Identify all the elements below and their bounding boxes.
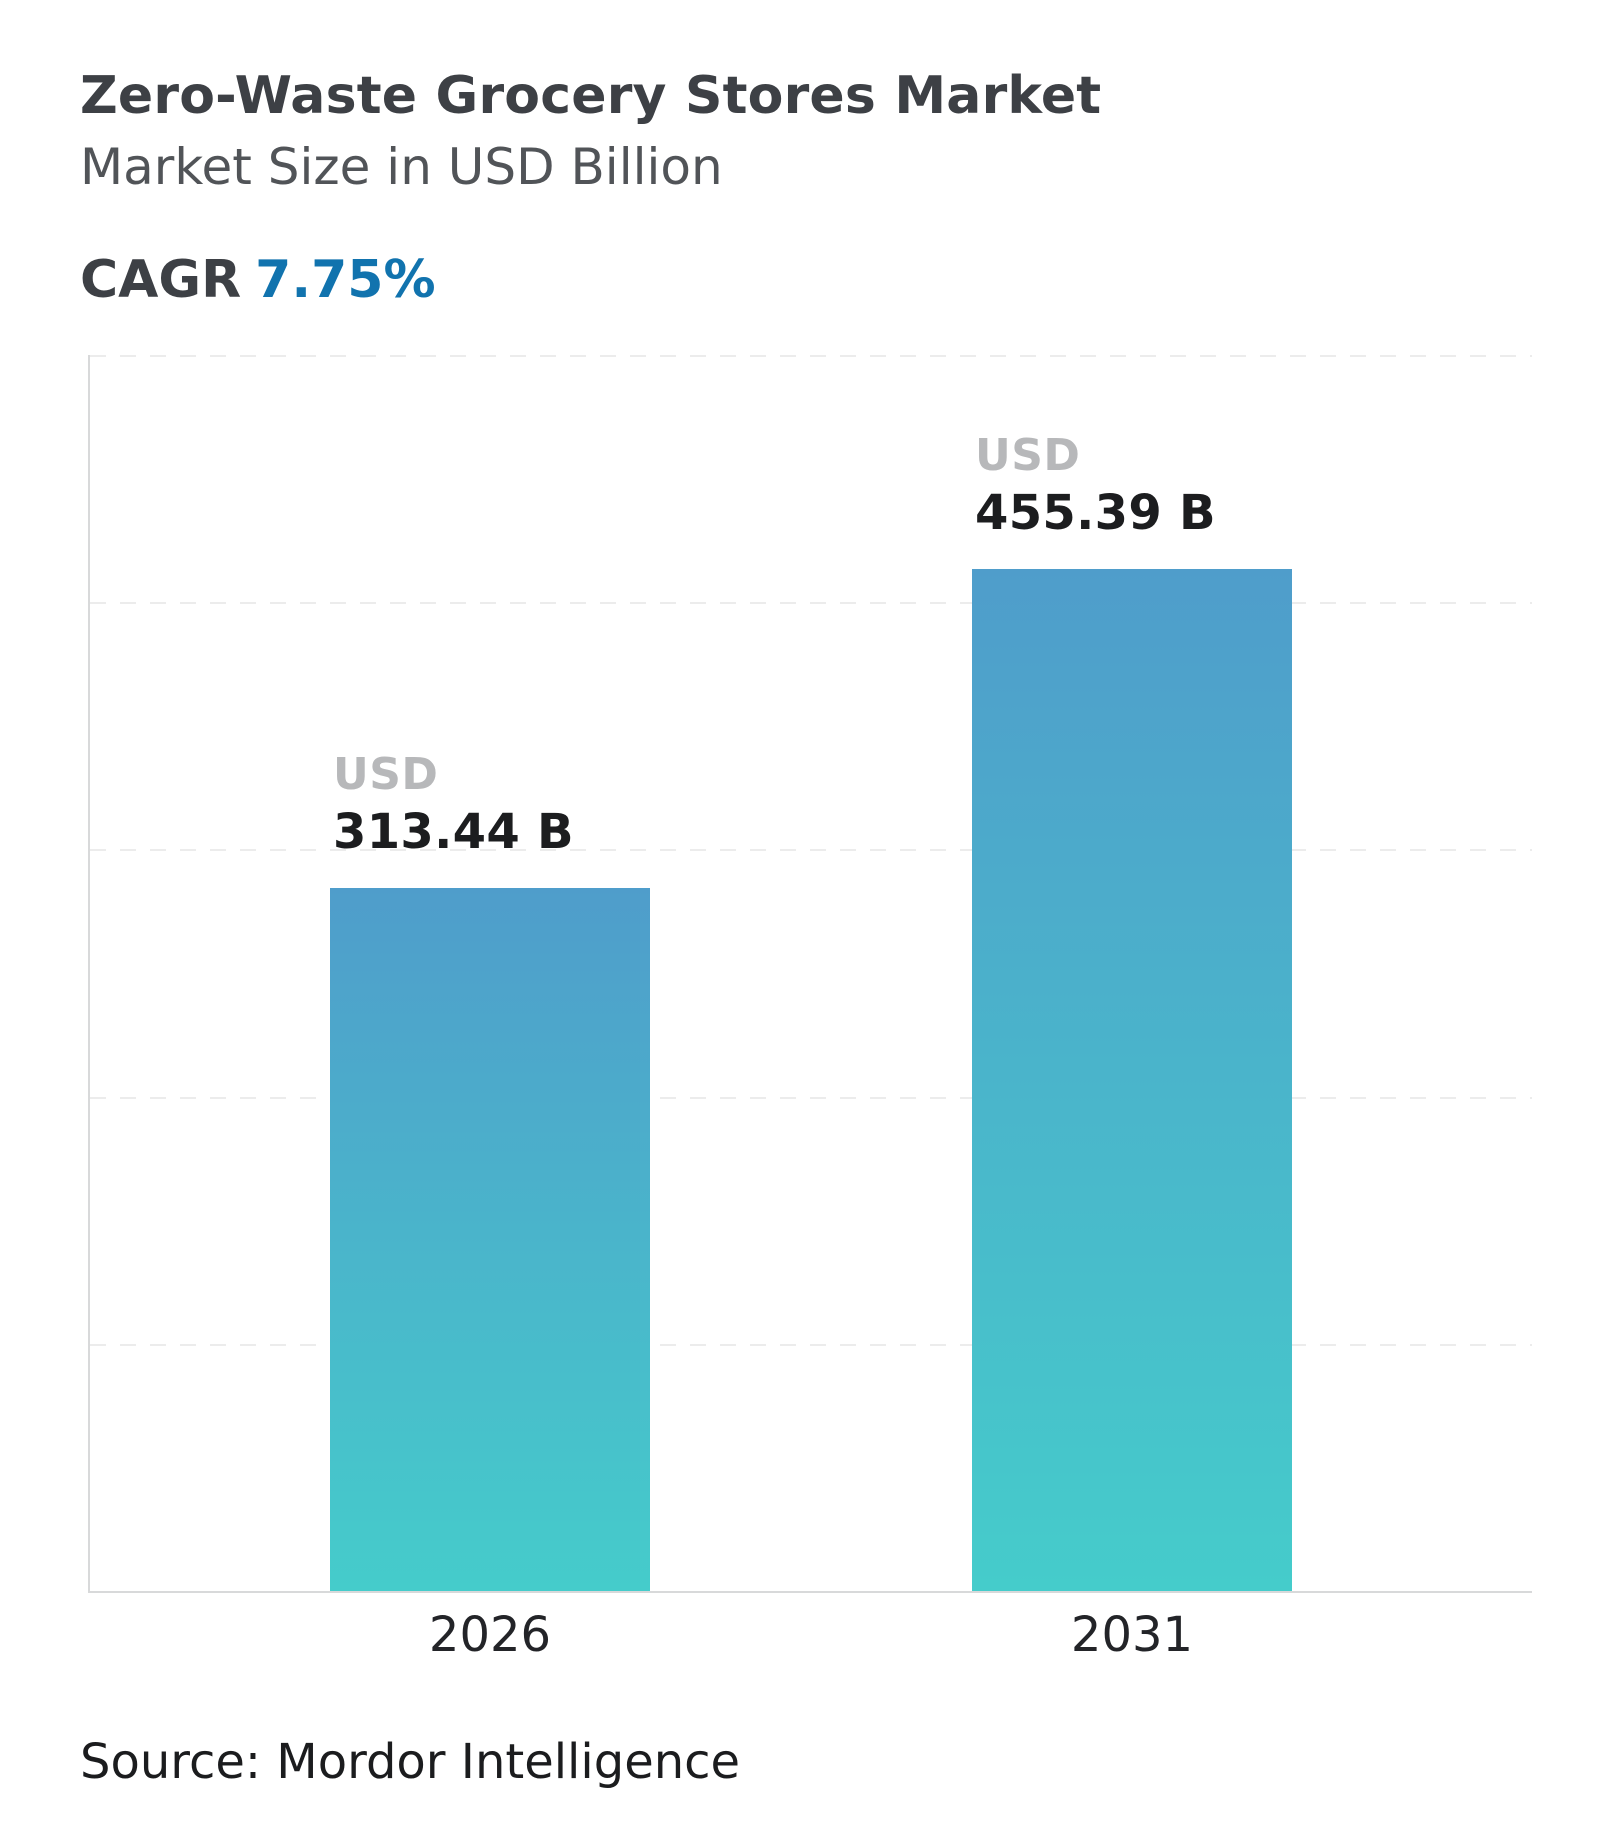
- gridline: [90, 1097, 1532, 1099]
- bar-2031: [972, 569, 1292, 1591]
- bar-value-label: 455.39 B: [975, 485, 1216, 541]
- bar-currency-label: USD: [333, 749, 439, 800]
- bar-currency-label: USD: [975, 430, 1081, 481]
- gridline: [90, 1344, 1532, 1346]
- page-title: Zero-Waste Grocery Stores Market: [80, 66, 1102, 126]
- cagr-label: CAGR: [80, 250, 242, 310]
- cagr-line: CAGR 7.75%: [80, 250, 436, 310]
- x-axis-label-2031: 2031: [1070, 1607, 1194, 1663]
- x-axis-label-2026: 2026: [428, 1607, 552, 1663]
- bar-value-label: 313.44 B: [333, 804, 574, 860]
- bar-value-callout: USD 455.39 B: [975, 429, 1216, 543]
- gridline: [90, 849, 1532, 851]
- bar-chart: USD 313.44 B USD 455.39 B 2026 2031: [88, 355, 1532, 1663]
- bar-value-callout: USD 313.44 B: [333, 748, 574, 862]
- bar-2026: [330, 888, 650, 1591]
- gridline: [90, 602, 1532, 604]
- gridline: [90, 355, 1532, 357]
- source-note: Source: Mordor Intelligence: [80, 1734, 741, 1790]
- cagr-value: 7.75%: [255, 250, 436, 310]
- page-subtitle: Market Size in USD Billion: [80, 138, 723, 196]
